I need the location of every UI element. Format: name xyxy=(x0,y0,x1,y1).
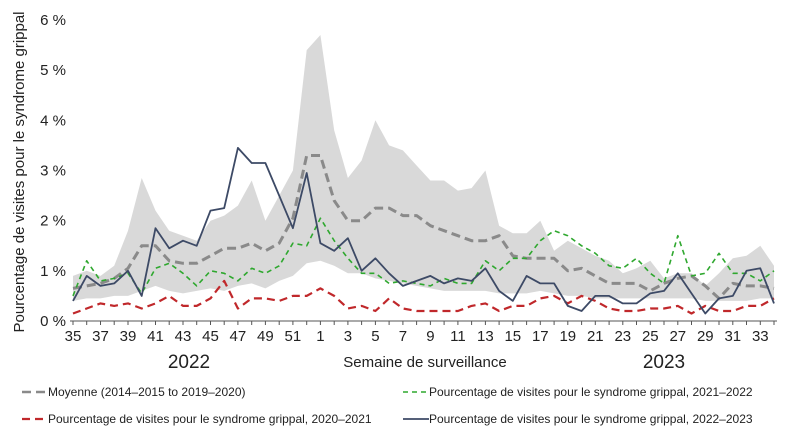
y-tick-label: 1 % xyxy=(40,263,66,280)
legend-item-0: Moyenne (2014–2015 to 2019–2020) xyxy=(22,385,246,399)
x-tick-label: 45 xyxy=(202,328,219,345)
x-tick-label: 47 xyxy=(230,328,247,345)
x-tick-label: 19 xyxy=(559,328,576,345)
x-tick-label: 39 xyxy=(120,328,137,345)
x-tick-label: 37 xyxy=(92,328,109,345)
x-tick-label: 17 xyxy=(532,328,549,345)
x-tick-label: 23 xyxy=(614,328,631,345)
x-tick-label: 1 xyxy=(316,328,324,345)
x-tick-label: 9 xyxy=(426,328,434,345)
series-line-3 xyxy=(72,146,775,315)
axes xyxy=(70,320,777,325)
y-tick-label: 2 % xyxy=(40,213,66,230)
legend-label: Pourcentage de visites pour le syndrome … xyxy=(48,412,372,426)
x-tick-label: 31 xyxy=(724,328,741,345)
x-tick-label: 33 xyxy=(752,328,769,345)
x-axis-title: Semaine de surveillance xyxy=(343,354,506,371)
legend-item-2: Pourcentage de visites pour le syndrome … xyxy=(22,412,372,426)
x-tick-label: 41 xyxy=(147,328,164,345)
x-tick-label: 11 xyxy=(450,328,466,345)
legend-label: Pourcentage de visites pour le syndrome … xyxy=(429,385,753,399)
x-tick-label: 29 xyxy=(697,328,714,345)
y-tick-label: 6 % xyxy=(40,12,66,29)
legend-item-3: Pourcentage de visites pour le syndrome … xyxy=(403,412,753,426)
y-tick-label: 5 % xyxy=(40,62,66,79)
x-tick-label: 25 xyxy=(642,328,659,345)
year-label-2023: 2023 xyxy=(643,352,685,373)
x-tick-label: 5 xyxy=(371,328,379,345)
x-tick-label: 21 xyxy=(587,328,604,345)
year-label-2022: 2022 xyxy=(168,352,210,373)
series-line-0 xyxy=(72,154,775,300)
y-tick-label: 4 % xyxy=(40,112,66,129)
x-tick-label: 3 xyxy=(344,328,352,345)
x-tick-label: 27 xyxy=(669,328,686,345)
x-tick-label: 7 xyxy=(399,328,407,345)
series-line-2 xyxy=(72,279,775,315)
legend: Moyenne (2014–2015 to 2019–2020) Pourcent… xyxy=(22,385,753,426)
y-axis-title: Pourcentage de visites pour le syndrome … xyxy=(11,11,28,332)
x-tick-label: 49 xyxy=(257,328,274,345)
series-lines xyxy=(72,146,775,315)
legend-item-1: Pourcentage de visites pour le syndrome … xyxy=(403,385,753,399)
y-tick-label: 3 % xyxy=(40,163,66,180)
range-band-area xyxy=(73,35,774,301)
range-band xyxy=(73,35,774,301)
y-tick-label: 0 % xyxy=(40,313,66,330)
x-tick-label: 51 xyxy=(285,328,302,345)
legend-label: Moyenne (2014–2015 to 2019–2020) xyxy=(48,385,246,399)
series-line-1 xyxy=(72,217,775,297)
x-tick-label: 15 xyxy=(504,328,521,345)
x-tick-label: 13 xyxy=(477,328,494,345)
y-tick-labels: 0 % 1 % 2 % 3 % 4 % 5 % 6 % xyxy=(40,12,66,330)
x-tick-label: 35 xyxy=(65,328,82,345)
x-tick-label: 43 xyxy=(175,328,192,345)
legend-label: Pourcentage de visites pour le syndrome … xyxy=(429,412,753,426)
x-tick-labels: 35 37 39 41 43 45 47 49 51 1 3 5 7 9 11 13 15 17 19 21 23 25 2… xyxy=(65,328,769,345)
